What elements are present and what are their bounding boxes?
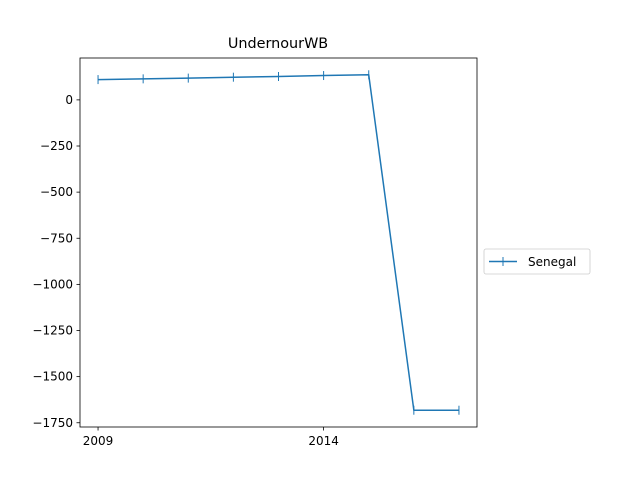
y-tick-label: −1750 — [32, 416, 73, 430]
chart-title: UndernourWB — [228, 36, 328, 52]
y-tick-label: −750 — [40, 231, 73, 245]
x-tick-label: 2014 — [308, 434, 339, 448]
y-axis-ticks: 0 −250 −500 −750 −1000 −1250 −1500 −1750 — [32, 93, 80, 430]
legend-label-senegal: Senegal — [528, 255, 576, 269]
plot-frame — [79, 57, 478, 428]
series-line-senegal — [98, 74, 459, 411]
y-tick-label: −1250 — [32, 324, 73, 338]
x-tick-label: 2009 — [83, 434, 114, 448]
legend-box — [483, 248, 591, 275]
y-tick-label: −250 — [40, 139, 73, 153]
legend: Senegal — [483, 248, 591, 275]
x-axis-ticks: 2009 2014 — [83, 427, 339, 448]
y-tick-label: −500 — [40, 185, 73, 199]
y-tick-label: 0 — [65, 93, 73, 107]
y-tick-label: −1000 — [32, 277, 73, 291]
y-tick-label: −1500 — [32, 370, 73, 384]
series-group — [97, 70, 460, 415]
